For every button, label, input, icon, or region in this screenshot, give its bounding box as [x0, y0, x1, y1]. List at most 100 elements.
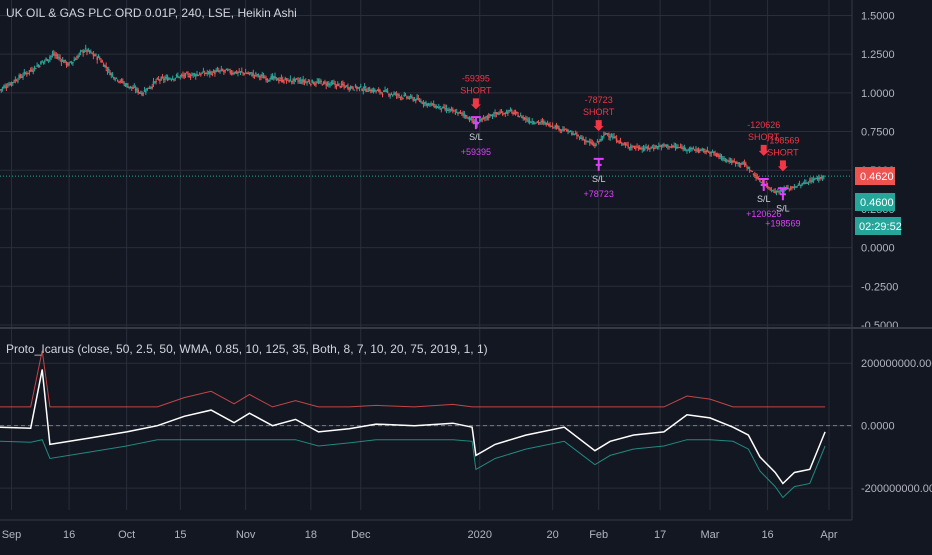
- candle-body: [692, 148, 695, 150]
- candle-body: [339, 86, 342, 88]
- short-entry-value: -198569: [766, 135, 799, 145]
- candle-body: [517, 115, 519, 117]
- candle-body: [209, 71, 211, 74]
- candle-body: [134, 88, 137, 91]
- candle-body: [569, 131, 572, 133]
- candle-body: [336, 83, 339, 86]
- candle-body: [196, 73, 198, 76]
- candle-body: [601, 136, 604, 138]
- candle-body: [508, 110, 510, 112]
- candle-body: [399, 96, 402, 98]
- short-entry-word: SHORT: [748, 132, 780, 142]
- candle-body: [724, 159, 727, 161]
- candle-body: [715, 154, 718, 156]
- candle-body: [409, 95, 412, 97]
- candle-body: [611, 136, 614, 138]
- candle-body: [604, 134, 606, 136]
- candle-body: [307, 81, 310, 83]
- candle-body: [605, 133, 608, 135]
- candle-body: [141, 93, 143, 96]
- candle-body: [420, 101, 422, 103]
- candle-body: [182, 74, 184, 76]
- candle-body: [417, 98, 420, 100]
- candle-body: [414, 99, 417, 102]
- candle-body: [253, 74, 256, 76]
- candle-body: [20, 76, 23, 78]
- candle-body: [613, 136, 615, 139]
- candle-body: [522, 117, 525, 119]
- candle-body: [179, 75, 182, 77]
- candle-body: [206, 72, 209, 74]
- candle-body: [335, 85, 338, 88]
- candle-body: [225, 68, 228, 71]
- exit-value: +59395: [461, 147, 491, 157]
- candle-body: [235, 71, 238, 74]
- candle-body: [478, 119, 481, 122]
- candle-body: [661, 144, 664, 146]
- candle-body: [664, 144, 667, 146]
- candle-body: [366, 90, 368, 92]
- candle-body: [815, 178, 817, 180]
- candle-body: [711, 151, 714, 153]
- candle-body: [251, 74, 253, 77]
- candle-body: [331, 83, 334, 85]
- candle-body: [152, 81, 155, 85]
- x-tick-label: Oct: [118, 529, 135, 541]
- candle-body: [376, 90, 379, 92]
- candle-body: [577, 135, 580, 137]
- candle-body: [193, 73, 196, 75]
- candle-body: [453, 110, 455, 112]
- candle-body: [721, 158, 724, 160]
- candle-body: [75, 58, 78, 60]
- candle-body: [315, 83, 317, 85]
- candle-body: [788, 188, 791, 190]
- candle-body: [267, 80, 270, 82]
- candle-body: [773, 191, 775, 193]
- candle-body: [36, 65, 38, 67]
- candle-body: [390, 93, 393, 95]
- candle-body: [489, 114, 491, 117]
- candle-body: [32, 70, 35, 72]
- candle-body: [792, 187, 794, 189]
- candle-body: [512, 112, 514, 114]
- candle-body: [491, 115, 494, 117]
- candle-body: [532, 122, 535, 124]
- price-tick-label: -0.2500: [861, 281, 898, 293]
- candle-body: [46, 59, 49, 62]
- candle-body: [54, 54, 56, 56]
- candle-body: [646, 147, 649, 149]
- candle-body: [463, 114, 466, 116]
- candle-body: [537, 121, 540, 123]
- indicator-title: Proto_Icarus (close, 50, 2.5, 50, WMA, 0…: [6, 342, 488, 356]
- candle-body: [766, 186, 769, 188]
- candle-body: [678, 147, 681, 149]
- candle-body: [606, 133, 609, 135]
- candle-body: [701, 149, 704, 151]
- candle-body: [642, 148, 645, 150]
- candle-body: [317, 82, 320, 84]
- candle-body: [128, 86, 131, 88]
- candle-body: [574, 133, 577, 135]
- candle-body: [691, 147, 693, 149]
- candle-body: [386, 91, 389, 93]
- candle-body: [571, 132, 573, 135]
- candle-body: [6, 86, 9, 88]
- candle-body: [581, 137, 583, 139]
- stoploss-marker-icon: [470, 116, 481, 130]
- candle-body: [147, 87, 150, 89]
- candle-body: [771, 190, 774, 192]
- candle-body: [301, 81, 303, 84]
- candle-body: [40, 61, 42, 65]
- candle-body: [155, 81, 157, 83]
- candle-body: [184, 73, 187, 76]
- candle-body: [303, 80, 306, 83]
- candle-body: [362, 90, 365, 92]
- candle-body: [730, 160, 733, 163]
- stoploss-word: S/L: [469, 132, 483, 142]
- candle-body: [434, 106, 436, 108]
- candle-body: [777, 191, 779, 193]
- candle-body: [304, 81, 307, 83]
- osc-tick-label: 200000000.0000: [861, 358, 932, 370]
- candle-body: [311, 79, 313, 83]
